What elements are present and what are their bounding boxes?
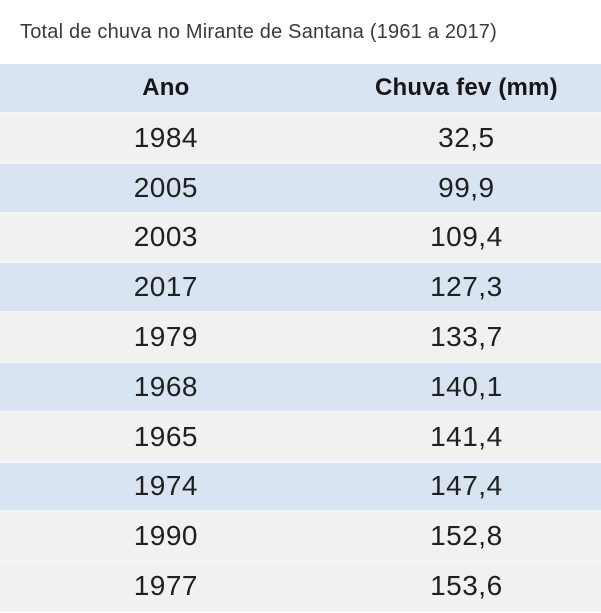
cell-chuva-fev: 141,4 (331, 411, 601, 463)
table-row: 1979 133,7 (0, 312, 601, 363)
table-row: 2017 127,3 (0, 262, 601, 314)
cell-ano: 2003 (0, 212, 332, 264)
table-row: 1974 147,4 (0, 461, 601, 513)
table-row: 1990 152,8 (0, 511, 601, 563)
cell-ano: 1979 (0, 312, 332, 363)
cell-chuva-fev: 133,7 (331, 312, 601, 363)
cell-chuva-fev: 127,3 (331, 262, 601, 314)
cell-ano: 2017 (0, 262, 332, 314)
cell-ano: 1977 (0, 561, 332, 612)
cell-chuva-fev: 99,9 (331, 162, 601, 214)
cell-ano: 1974 (0, 461, 332, 513)
cell-chuva-fev: 32,5 (331, 113, 601, 164)
cell-chuva-fev: 153,6 (331, 561, 601, 612)
table-row: 1984 32,5 (0, 113, 601, 164)
table-row: 1977 153,6 (0, 561, 601, 612)
rainfall-table: Ano Chuva fev (mm) 1984 32,5 2005 99,9 2003 1… (0, 64, 601, 612)
cell-ano: 1968 (0, 361, 332, 413)
table-row: 2005 99,9 (0, 162, 601, 214)
cell-chuva-fev: 109,4 (331, 212, 601, 264)
column-header-chuva-fev: Chuva fev (mm) (331, 64, 601, 114)
table-title: Total de chuva no Mirante de Santana (19… (0, 0, 601, 64)
cell-ano: 1990 (0, 511, 332, 563)
cell-ano: 1984 (0, 113, 332, 164)
table-row: 2003 109,4 (0, 212, 601, 264)
cell-ano: 2005 (0, 162, 332, 214)
header-row: Ano Chuva fev (mm) (0, 64, 601, 114)
cell-chuva-fev: 152,8 (331, 511, 601, 563)
table-row: 1965 141,4 (0, 411, 601, 463)
table-row: 1968 140,1 (0, 361, 601, 413)
cell-chuva-fev: 147,4 (331, 461, 601, 513)
cell-ano: 1965 (0, 411, 332, 463)
cell-chuva-fev: 140,1 (331, 361, 601, 413)
table-body: 1984 32,5 2005 99,9 2003 109,4 2017 127,3 1979 13… (0, 113, 601, 612)
column-header-ano: Ano (0, 64, 332, 114)
